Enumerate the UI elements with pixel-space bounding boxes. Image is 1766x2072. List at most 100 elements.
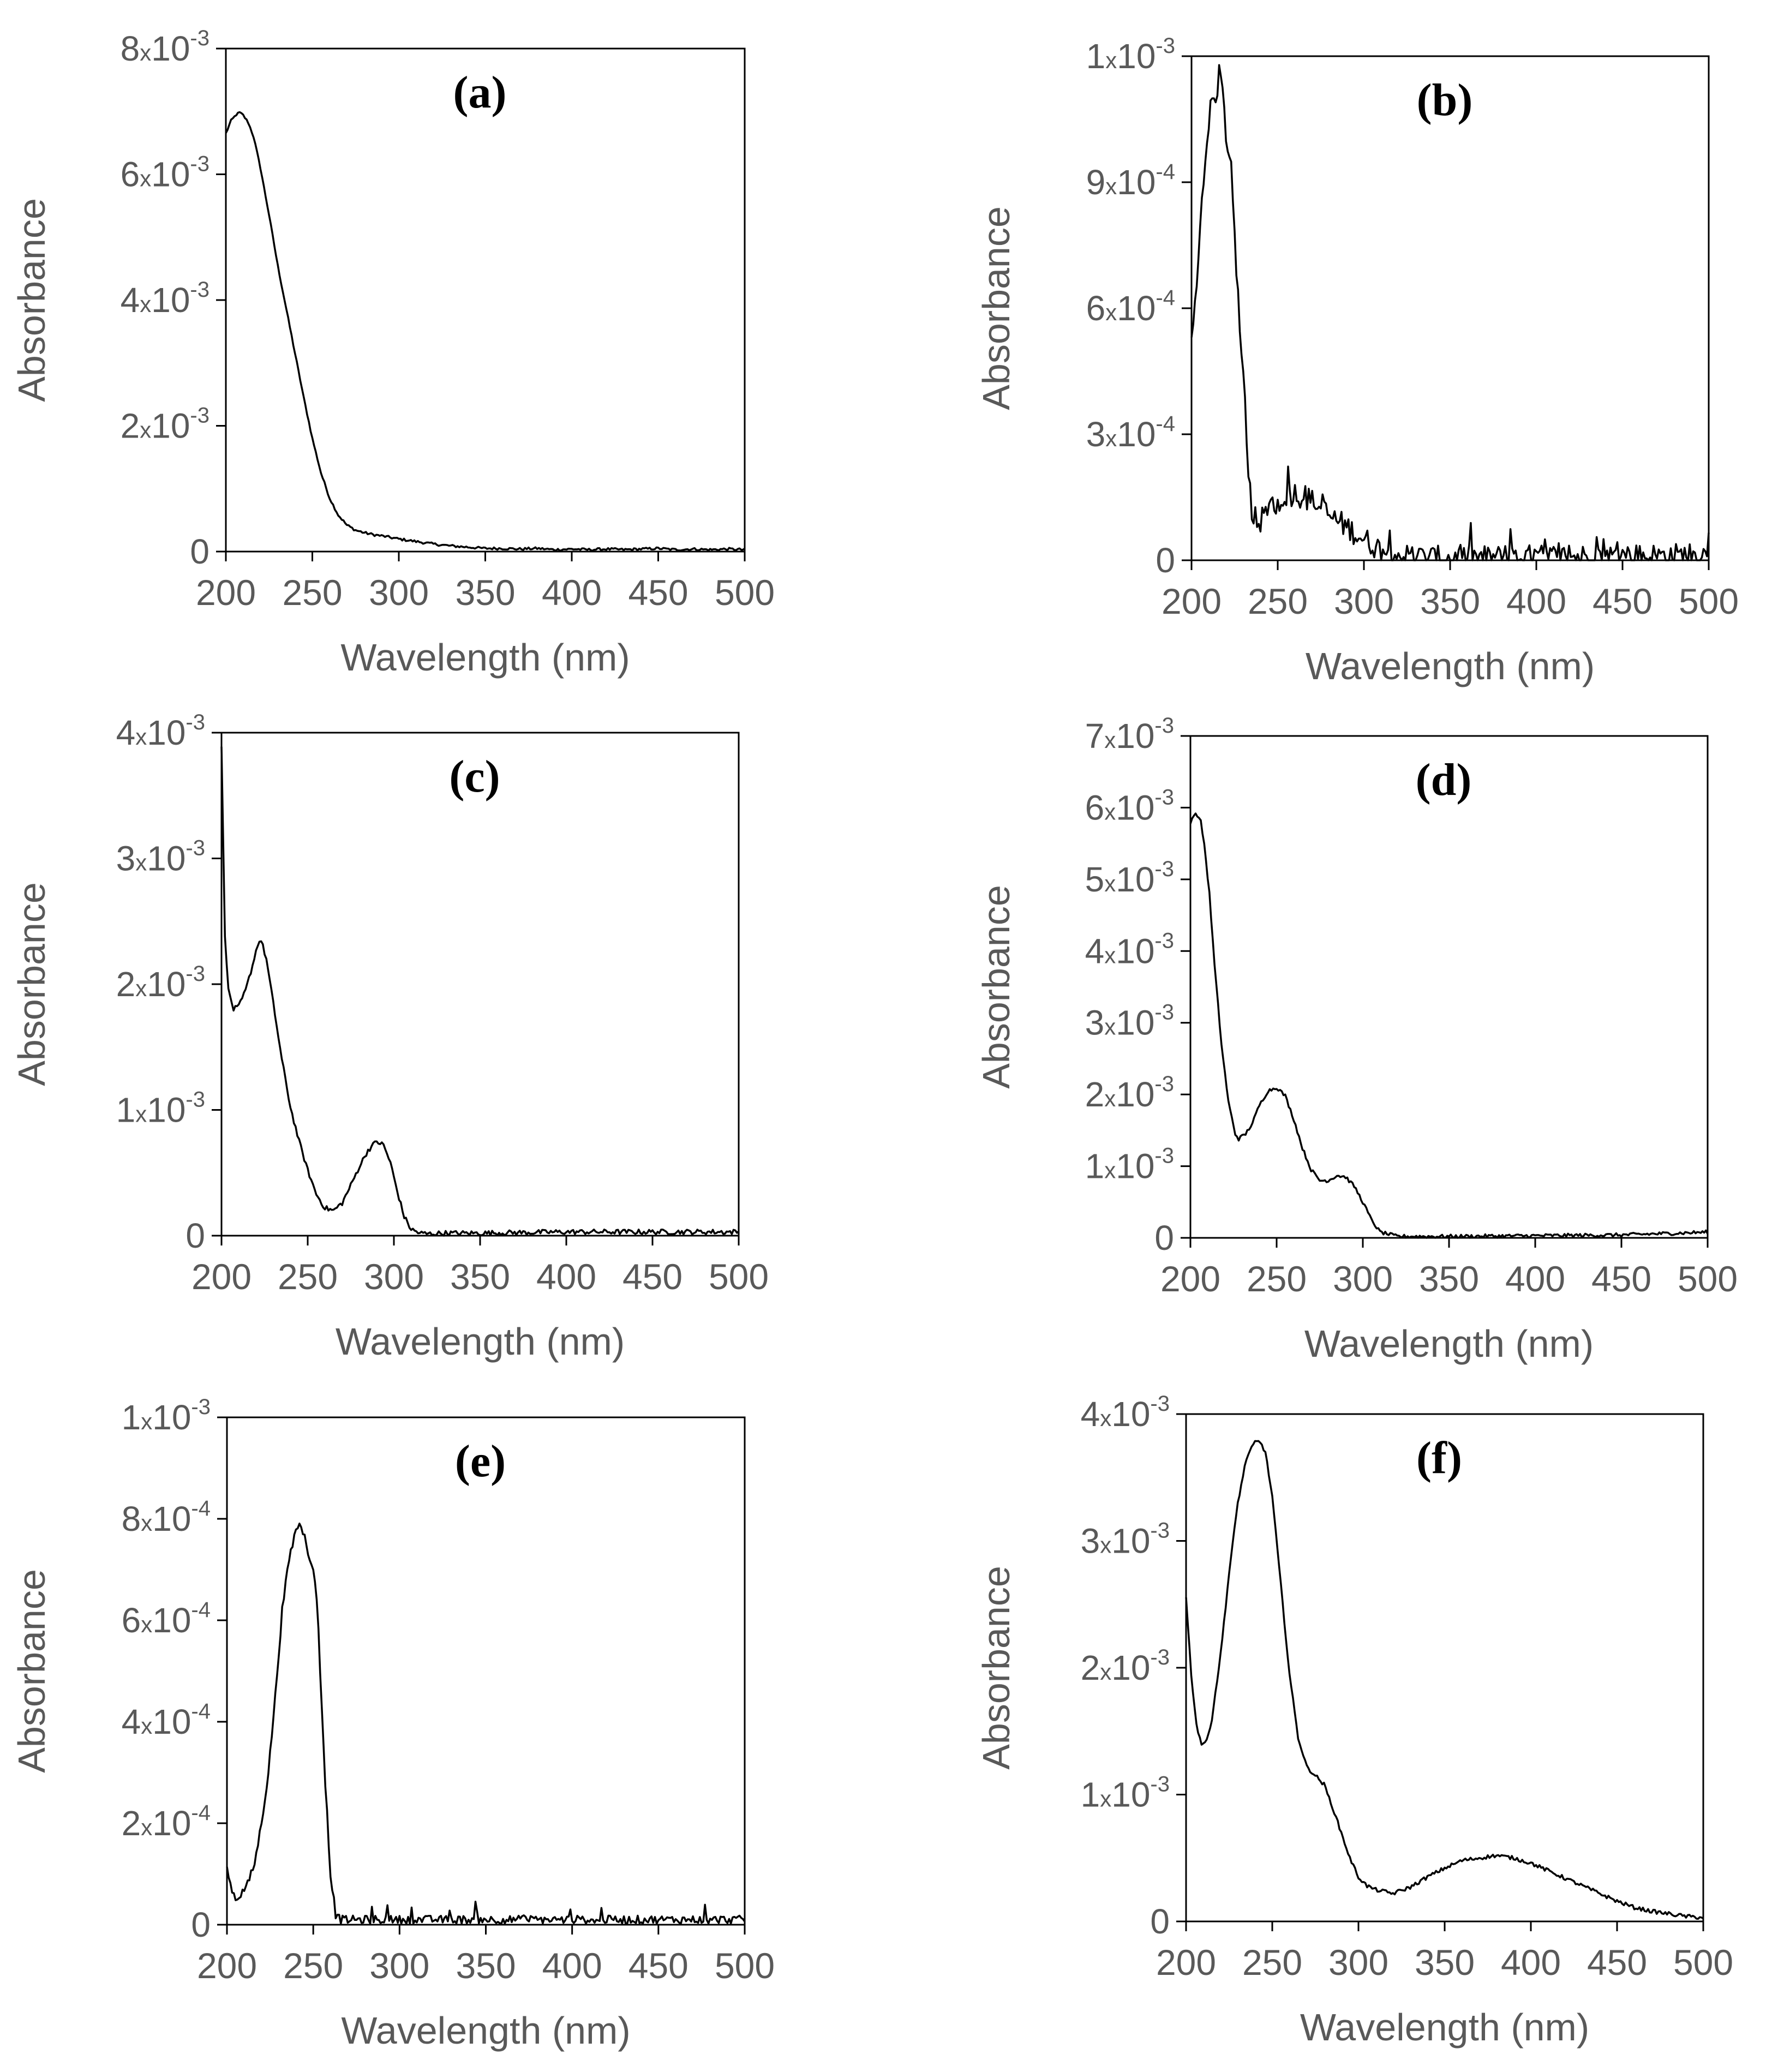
x-tick-label: 300: [364, 1256, 424, 1297]
x-tick-label: 500: [1678, 1259, 1738, 1299]
x-tick-label: 300: [1328, 1942, 1388, 1983]
y-tick-label: 0: [185, 1216, 205, 1255]
x-tick-label: 300: [1334, 581, 1394, 621]
panel-label: (c): [449, 751, 500, 802]
y-tick-label: 2x10-3: [1085, 1072, 1174, 1114]
x-tick-label: 500: [715, 572, 775, 613]
spectrum-line: [1189, 812, 1709, 1239]
x-tick-label: 300: [369, 1945, 429, 1986]
y-tick-label: 4x10-3: [116, 710, 205, 752]
y-tick-label: 0: [191, 1905, 211, 1944]
x-tick-label: 450: [628, 1945, 689, 1986]
y-tick-label: 6x10-4: [122, 1598, 211, 1640]
x-tick-label: 300: [369, 572, 429, 613]
chart-panel: 200 250 300 350 400 450 500 0 1x10-3 2x10-3 3x10-3…: [10, 710, 769, 1363]
y-tick-label: 6x10-3: [121, 152, 209, 194]
x-tick-label: 350: [1419, 1259, 1479, 1299]
x-axis-title: Wavelength (nm): [1306, 645, 1595, 687]
y-tick-label: 0: [1154, 1218, 1174, 1257]
y-tick-label: 3x10-3: [1081, 1519, 1170, 1561]
panel-label: (f): [1416, 1433, 1462, 1483]
spectrum-line: [226, 1522, 746, 1925]
chart-panel: 200 250 300 350 400 450 500 0 1x10-3 2x10-3 3x10-3…: [975, 1392, 1733, 2049]
x-axis-title: Wavelength (nm): [1304, 1322, 1594, 1365]
x-tick-label: 250: [1247, 1259, 1307, 1299]
y-axis-title: Absorbance: [10, 1569, 53, 1773]
x-tick-label: 200: [191, 1256, 252, 1297]
x-tick-label: 450: [1587, 1942, 1647, 1983]
y-tick-label: 0: [1156, 541, 1175, 580]
y-tick-label: 8x10-4: [122, 1496, 211, 1538]
x-tick-label: 450: [1591, 1259, 1651, 1299]
y-tick-label: 2x10-3: [121, 404, 209, 446]
panel-label: (a): [453, 67, 507, 118]
x-tick-label: 400: [1501, 1942, 1561, 1983]
y-axis-title: Absorbance: [975, 1566, 1017, 1770]
y-tick-label: 6x10-3: [1085, 785, 1174, 827]
y-tick-label: 4x10-3: [1081, 1392, 1170, 1434]
panel-label: (b): [1417, 75, 1473, 125]
spectrum-line: [1185, 1440, 1704, 1920]
x-tick-label: 400: [542, 1945, 602, 1986]
x-tick-label: 250: [283, 1945, 343, 1986]
y-axis-title: Absorbance: [975, 885, 1017, 1089]
y-tick-label: 6x10-4: [1086, 286, 1175, 328]
x-tick-label: 200: [1156, 1942, 1216, 1983]
x-tick-label: 350: [1415, 1942, 1475, 1983]
x-tick-label: 450: [628, 572, 688, 613]
x-tick-label: 250: [282, 572, 342, 613]
y-tick-label: 3x10-3: [1085, 1001, 1174, 1043]
y-tick-label: 2x10-3: [1081, 1645, 1170, 1687]
panel-label: (d): [1416, 754, 1472, 805]
y-axis-title: Absorbance: [10, 882, 53, 1086]
spectrum-line: [225, 111, 745, 552]
y-tick-label: 0: [1150, 1902, 1170, 1941]
spectrum-line: [220, 746, 740, 1237]
chart-panel: 200 250 300 350 400 450 500 0 3x10-4 6x10-4 9x10-4…: [975, 34, 1739, 687]
x-tick-label: 250: [1248, 581, 1308, 621]
x-axis-title: Wavelength (nm): [340, 636, 630, 679]
x-tick-label: 500: [709, 1256, 769, 1297]
y-tick-label: 9x10-4: [1086, 160, 1175, 202]
x-tick-label: 350: [455, 572, 515, 613]
chart-panel: 200 250 300 350 400 450 500 0 1x10-3 2x10-3 3x10-3…: [975, 714, 1738, 1365]
chart-panel: 200 250 300 350 400 450 500 0 2x10-3 4x10-3 6x10-3…: [10, 26, 775, 679]
x-tick-label: 250: [278, 1256, 338, 1297]
x-tick-label: 450: [1593, 581, 1653, 621]
x-axis-title: Wavelength (nm): [341, 2009, 630, 2052]
x-tick-label: 350: [456, 1945, 516, 1986]
y-axis-title: Absorbance: [975, 206, 1017, 410]
y-tick-label: 1x10-3: [1086, 34, 1175, 76]
y-tick-label: 7x10-3: [1085, 714, 1174, 756]
y-tick-label: 5x10-3: [1085, 857, 1174, 899]
x-tick-label: 300: [1333, 1259, 1393, 1299]
x-tick-label: 200: [1160, 1259, 1220, 1299]
y-tick-label: 4x10-3: [121, 278, 209, 320]
x-tick-label: 200: [197, 1945, 257, 1986]
y-tick-label: 1x10-3: [1081, 1772, 1170, 1815]
x-tick-label: 500: [1679, 581, 1739, 621]
x-tick-label: 400: [542, 572, 602, 613]
x-tick-label: 400: [1506, 581, 1566, 621]
y-tick-label: 4x10-4: [122, 1699, 211, 1741]
x-tick-label: 200: [196, 572, 256, 613]
y-tick-label: 2x10-3: [116, 962, 205, 1004]
y-tick-label: 3x10-4: [1086, 412, 1175, 454]
x-tick-label: 400: [1505, 1259, 1565, 1299]
spectrum-line: [1190, 64, 1710, 561]
y-tick-label: 1x10-3: [1085, 1144, 1174, 1186]
y-tick-label: 8x10-3: [121, 26, 209, 68]
x-tick-label: 200: [1162, 581, 1222, 621]
y-tick-label: 0: [190, 532, 209, 571]
x-tick-label: 400: [536, 1256, 596, 1297]
chart-panel: 200 250 300 350 400 450 500 0 2x10-4 4x10-4 6x10-4…: [10, 1395, 775, 2052]
y-tick-label: 1x10-3: [116, 1088, 205, 1130]
x-tick-label: 250: [1242, 1942, 1302, 1983]
x-tick-label: 500: [715, 1945, 775, 1986]
y-tick-label: 2x10-4: [122, 1801, 211, 1843]
y-tick-label: 4x10-3: [1085, 929, 1174, 971]
panel-label: (e): [455, 1436, 506, 1487]
y-axis-title: Absorbance: [10, 198, 53, 402]
